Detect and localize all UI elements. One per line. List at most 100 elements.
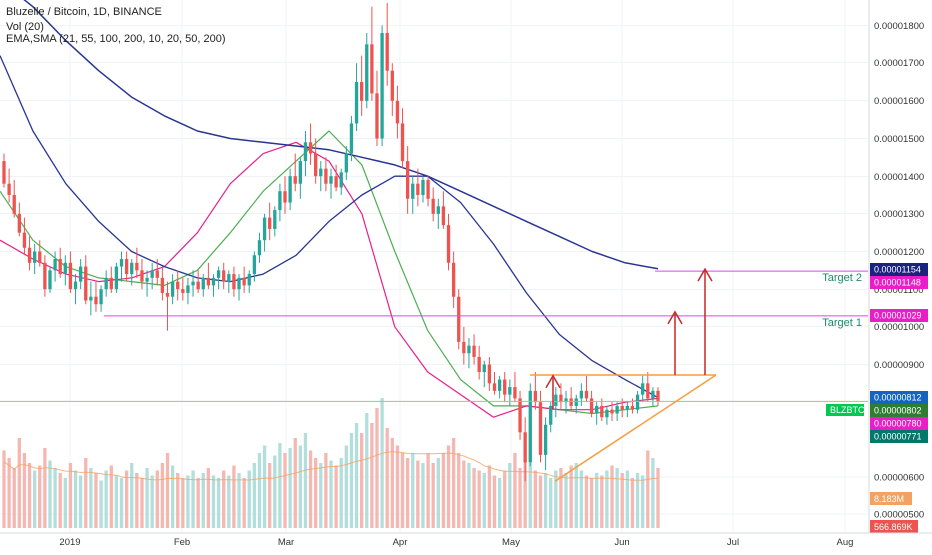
candle-body [73,281,78,290]
drawing-layer: Target 2 Target 1 [0,267,868,482]
candle-body [595,405,599,414]
volume-bar [165,453,170,528]
volume-bar [329,460,333,528]
volume-bar [375,408,379,528]
volume-bar [17,438,21,528]
candle-body [32,251,37,263]
volume-bar [426,453,430,528]
volume-bar [579,470,584,528]
moving-averages-label: EMA,SMA (21, 55, 100, 200, 10, 20, 50, 2… [6,33,226,45]
candle-body [354,82,359,124]
candle-body [119,259,124,267]
candle-body [130,262,134,275]
candle-body [559,394,563,403]
candle-body [508,387,512,395]
y-tick-label: 0.00000600 [874,473,924,484]
candle-body [477,356,481,373]
volume-bar [625,470,630,528]
candle-body [589,398,594,414]
volume-indicator-label: Vol (20) [6,21,44,33]
y-tick-label: 0.00001700 [874,58,924,69]
volume-bar [191,470,195,528]
candle-body [400,123,405,162]
volume-bar [63,478,67,528]
price-badge [870,263,928,276]
price-badge [870,430,928,443]
volume-bar [370,423,374,528]
volume-bar [257,453,262,528]
volume-bar [145,468,149,528]
candle-body [186,285,190,293]
candle-body [232,274,236,290]
price-badge-label: 0.00001154 [874,265,921,275]
candle-body [610,409,614,414]
candle-body [150,270,154,278]
candle-body [487,364,492,384]
volume-bar [247,470,251,528]
y-tick-label: 0.00000500 [874,510,924,521]
candle-body [482,364,486,373]
candle-body [63,262,67,275]
candle-body [365,44,369,101]
volume-bar [620,473,624,528]
candle-body [344,153,348,173]
candle-body [89,296,93,301]
target-2-arrow-head [697,267,713,282]
volume-bar [176,473,180,528]
price-badge-label: 0.00000771 [874,432,922,442]
volume-bar [27,463,32,528]
candle-body [543,424,548,455]
candle-body [303,142,308,162]
volume-bar [104,470,108,528]
volume-bar [646,450,650,528]
candle-body [252,255,257,275]
candle-body [467,345,471,354]
volume-bar [268,463,272,528]
volume-bar [349,433,354,528]
candle-body [441,206,446,226]
volume-bar [431,463,435,528]
x-tick-label: Mar [278,537,294,548]
candle-body [165,292,170,297]
volume-bar [497,478,502,528]
volume-bar [635,473,640,528]
chart-title: Bluzelle / Bitcoin, 1D, BINANCE [6,6,162,18]
x-tick-label: May [502,537,520,548]
candle-body [191,281,195,286]
candle-body [528,390,532,463]
candle-body [196,281,200,290]
candle-body [416,183,420,195]
candle-body [114,266,119,290]
volume-bar [503,470,507,528]
volume-bar [298,445,303,528]
volume-bar [7,458,11,528]
volume-bar [344,445,348,528]
candle-body [135,262,139,271]
candle-body [646,383,650,399]
volume-bar [554,470,558,528]
volume-bar [533,470,538,528]
volume-bar [359,433,364,528]
volume-bar [559,468,563,528]
volume-bar [467,463,471,528]
volume-bar [155,470,159,528]
volume-bar [196,478,200,528]
candle-body [53,259,57,271]
volume-bar [416,460,420,528]
candle-body [206,277,211,286]
volume-bar [119,478,124,528]
candle-body [22,232,27,248]
candle-body [518,398,522,433]
volume-bar [615,468,619,528]
volume-bar [365,413,369,528]
volume-bar [99,480,103,528]
candle-body [201,277,205,290]
candle-body [38,251,42,263]
volume-bar [227,475,231,528]
candle-body [411,183,415,199]
candle-body [656,390,660,402]
candle-body [7,183,11,195]
candle-body [359,82,364,101]
